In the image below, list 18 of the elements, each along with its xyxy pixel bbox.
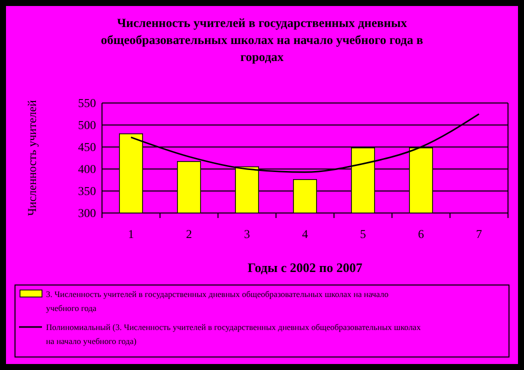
y-tick-label: 550 xyxy=(78,96,96,110)
y-axis-title: Численность учителей xyxy=(25,100,39,216)
x-tick-label: 4 xyxy=(302,227,308,241)
x-tick-label: 6 xyxy=(418,227,424,241)
legend-label: Полиномиальный (3. Численность учителей в государственных дневных общеобразовательных школах на начало учебного года) xyxy=(46,322,422,346)
x-tick-label: 3 xyxy=(244,227,250,241)
chart-title: Численность учителей в государственных дневных общеобразовательных школах на начало учебного года в городах xyxy=(100,16,424,64)
x-tick-label: 7 xyxy=(476,227,482,241)
y-tick-label: 500 xyxy=(78,118,96,132)
y-tick-label: 450 xyxy=(78,140,96,154)
y-tick-label: 300 xyxy=(78,206,96,220)
x-tick-label: 1 xyxy=(128,227,134,241)
y-tick-label: 400 xyxy=(78,162,96,176)
y-tick-label: 350 xyxy=(78,184,96,198)
x-axis-title: Годы с 2002 по 2007 xyxy=(248,260,363,275)
x-tick-label: 2 xyxy=(186,227,192,241)
legend-label: 3. Численность учителей в государственных дневных общеобразовательных школах на начало учебного года xyxy=(46,289,389,313)
x-tick-label: 5 xyxy=(360,227,366,241)
